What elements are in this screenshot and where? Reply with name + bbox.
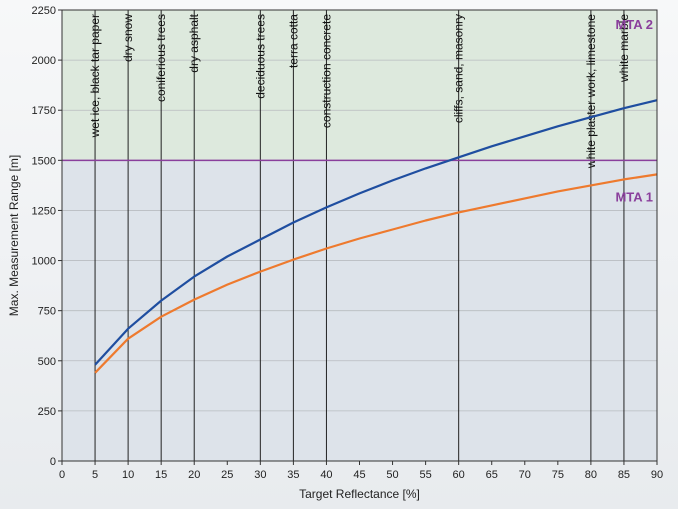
series-line-2: [94, 173, 658, 374]
material-label: dry asphalt: [187, 13, 201, 72]
y-axis-title: Max. Measurement Range [m]: [7, 155, 21, 316]
material-label: construction concrete: [319, 14, 333, 128]
x-tick-label: 90: [651, 469, 663, 481]
material-label: cliffs, sand, masonry: [452, 14, 466, 123]
x-tick-label: 75: [552, 469, 564, 481]
x-tick-label: 0: [59, 469, 65, 481]
x-tick-label: 85: [618, 469, 630, 481]
y-tick-label: 250: [38, 406, 56, 418]
y-tick-label: 2250: [32, 5, 56, 17]
x-tick-label: 15: [155, 469, 167, 481]
material-label: white marble: [617, 14, 631, 83]
y-tick-label: 2000: [32, 55, 56, 67]
y-tick-label: 1750: [32, 105, 56, 117]
x-tick-label: 50: [386, 469, 398, 481]
x-tick-label: 10: [122, 469, 134, 481]
material-label: terra cotta: [286, 14, 300, 68]
x-tick-label: 70: [519, 469, 531, 481]
x-tick-label: 30: [254, 469, 266, 481]
x-axis-title: Target Reflectance [%]: [299, 487, 420, 501]
material-label: dry snow: [121, 14, 135, 62]
x-tick-label: 35: [287, 469, 299, 481]
y-tick-label: 1250: [32, 205, 56, 217]
x-tick-label: 80: [585, 469, 597, 481]
material-label: wet ice, black tar paper: [88, 14, 102, 138]
x-tick-label: 25: [221, 469, 233, 481]
x-tick-label: 20: [188, 469, 200, 481]
zone-label-mta2: MTA 2: [615, 17, 653, 32]
x-tick-label: 65: [486, 469, 498, 481]
x-tick-label: 45: [353, 469, 365, 481]
x-tick-label: 55: [419, 469, 431, 481]
material-label: white plaster work, limestone: [584, 14, 598, 169]
y-tick-label: 1000: [32, 256, 56, 268]
series-line-1: [94, 99, 658, 366]
y-tick-label: 0: [50, 456, 56, 468]
material-label-bg: [211, 6, 327, 22]
y-tick-label: 1500: [32, 155, 56, 167]
y-tick-label: 500: [38, 356, 56, 368]
x-tick-label: 60: [453, 469, 465, 481]
zone-2: [62, 10, 657, 161]
x-tick-label: 40: [320, 469, 332, 481]
material-label: deciduous trees: [253, 14, 267, 99]
material-label: coniferious trees: [154, 14, 168, 102]
zone-label-mta1: MTA 1: [615, 189, 653, 204]
x-tick-label: 5: [92, 469, 98, 481]
y-tick-label: 750: [38, 306, 56, 318]
